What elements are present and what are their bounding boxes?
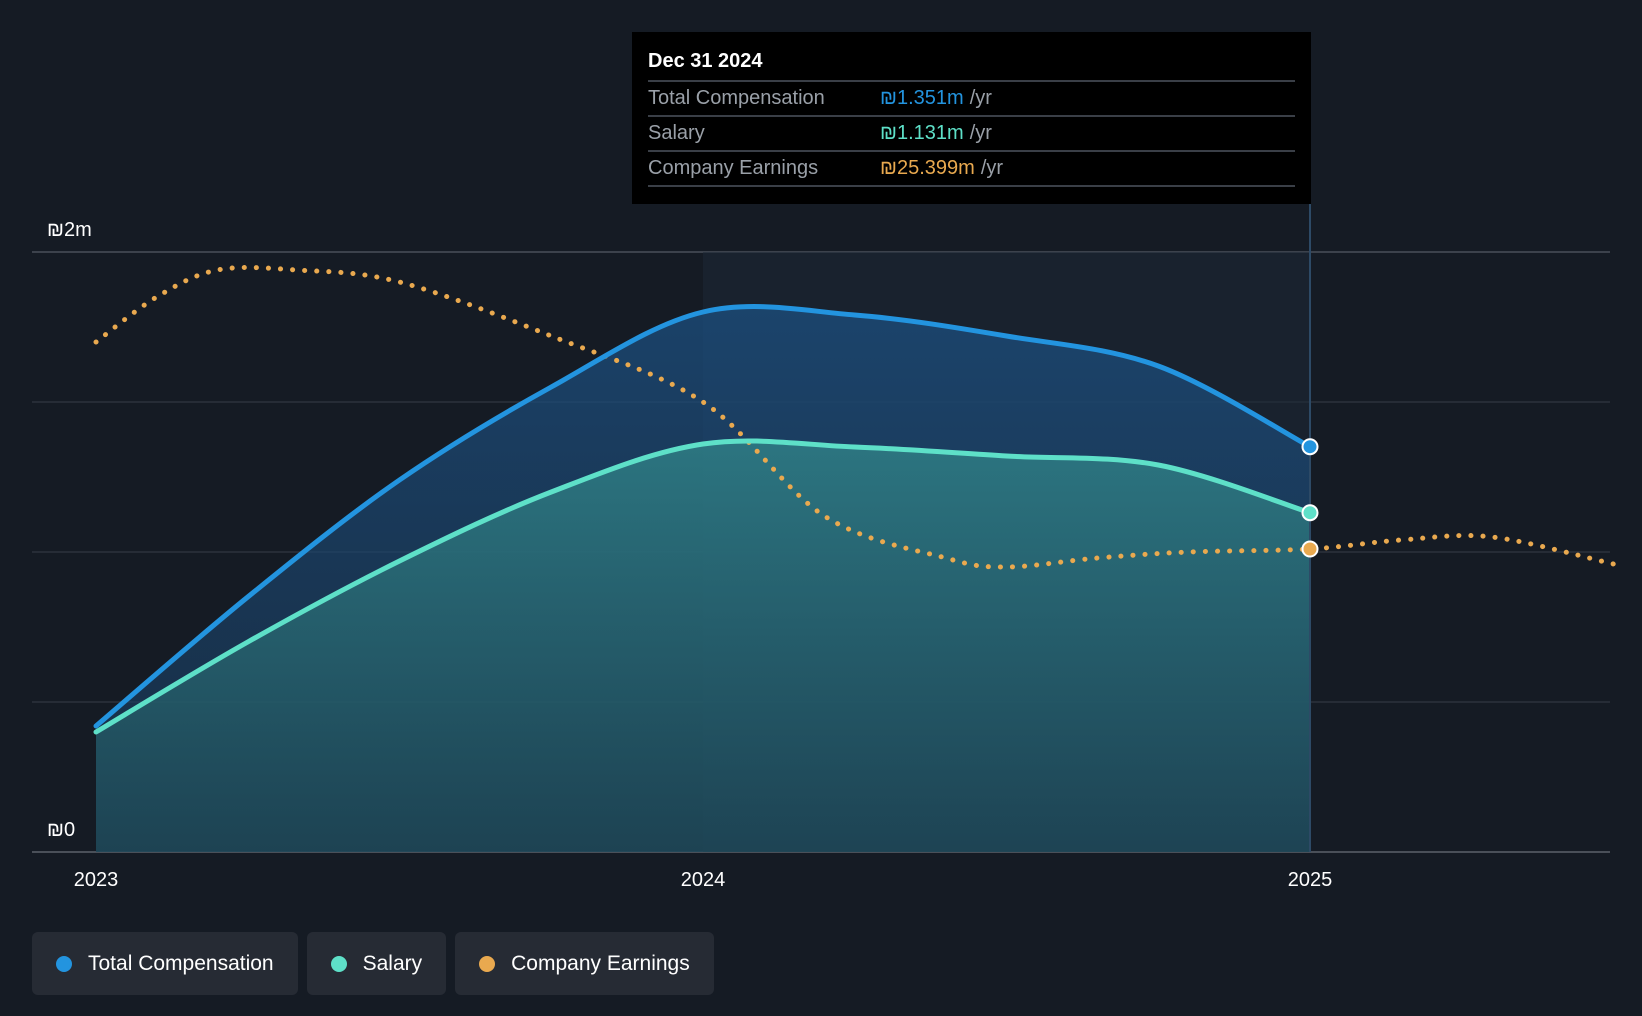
legend-item-company-earnings[interactable]: Company Earnings <box>455 932 714 995</box>
tooltip-label: Company Earnings <box>648 157 819 179</box>
legend-dot-icon <box>479 955 496 972</box>
total-compensation-line <box>93 304 1313 729</box>
legend: Total Compensation Salary Company Earnin… <box>32 932 714 995</box>
salary-line <box>93 438 1313 735</box>
tooltip-row-company-earnings: Company Earnings ₪25.399m /yr <box>648 152 1295 187</box>
legend-label: Salary <box>362 951 423 975</box>
total-compensation-point <box>1301 438 1319 456</box>
legend-dot-icon <box>56 955 72 972</box>
legend-label: Company Earnings <box>511 951 690 975</box>
tooltip-value: ₪25.399m <box>880 157 975 179</box>
legend-item-total-compensation[interactable]: Total Compensation <box>32 932 298 995</box>
legend-dot-icon <box>330 955 347 972</box>
highlight-points <box>1301 438 1319 558</box>
tooltip-unit: /yr <box>969 122 992 144</box>
tooltip-unit: /yr <box>980 157 1004 179</box>
company-earnings-point <box>1301 540 1319 558</box>
line-layer <box>93 264 1616 735</box>
tooltip: Dec 31 2024 Total Compensation ₪1.351m /… <box>632 32 1311 204</box>
x-tick-label: 2024 <box>681 869 726 891</box>
legend-label: Total Compensation <box>88 951 274 975</box>
tooltip-value: ₪1.351m <box>880 87 964 109</box>
x-tick-label: 2023 <box>74 869 119 891</box>
y-axis-max-label: ₪2m <box>47 219 92 241</box>
x-axis-ticks: 2023 2024 2025 <box>74 869 1333 891</box>
tooltip-label: Total Compensation <box>648 87 825 109</box>
area-layer <box>96 306 1310 852</box>
tooltip-unit: /yr <box>969 87 992 109</box>
x-tick-label: 2025 <box>1288 869 1333 891</box>
legend-item-salary[interactable]: Salary <box>306 932 447 995</box>
salary-point <box>1301 504 1319 522</box>
tooltip-row-salary: Salary ₪1.131m /yr <box>648 117 1295 152</box>
y-axis-min-label: ₪0 <box>47 819 75 841</box>
tooltip-row-total-compensation: Total Compensation ₪1.351m /yr <box>648 82 1295 117</box>
tooltip-value: ₪1.131m <box>880 122 964 144</box>
salary-area <box>96 440 1310 852</box>
tooltip-label: Salary <box>648 122 705 144</box>
tooltip-date: Dec 31 2024 <box>648 46 1295 82</box>
